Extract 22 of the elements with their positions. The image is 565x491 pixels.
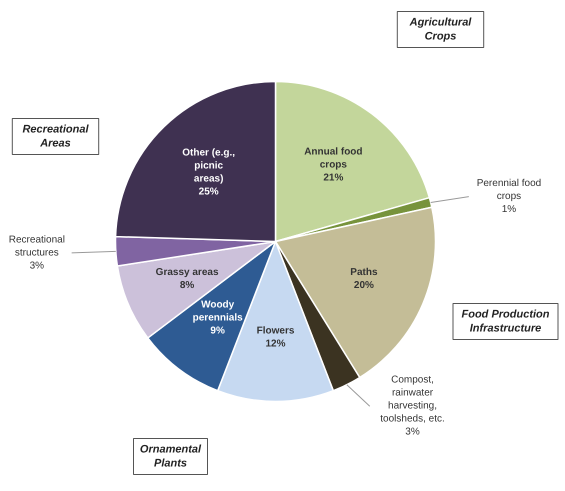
- slice-label: Perennial food crops: [476, 178, 542, 202]
- slice-label: Annual food crops: [304, 146, 363, 170]
- slice-label: Woody perennials: [192, 300, 244, 324]
- data-label: 3%: [405, 426, 420, 438]
- text: Food Production Infrastructure: [462, 308, 550, 334]
- slice-label: Paths: [350, 266, 378, 278]
- data-label: 25%: [198, 186, 219, 198]
- data-label: 8%: [180, 280, 194, 291]
- slice-label: Recreational structures: [8, 234, 65, 258]
- slice-label: Compost, rainwater harvesting, toolsheds, etc.: [380, 374, 445, 425]
- text: Recreational Areas: [22, 124, 90, 150]
- data-label: 1%: [502, 204, 516, 216]
- data-label: 12%: [265, 338, 286, 350]
- data-label: 3%: [30, 260, 44, 272]
- text: Agricultural Crops: [408, 16, 472, 42]
- slice-label: Flowers: [256, 326, 295, 336]
- slice-label: Grassy areas: [156, 266, 219, 278]
- slice-label: Other (e.g., picnic areas): [182, 148, 236, 185]
- data-label: 9%: [210, 326, 225, 337]
- data-label: 21%: [323, 172, 344, 184]
- text: Ornamental Plants: [140, 444, 202, 470]
- data-label: 20%: [354, 280, 374, 291]
